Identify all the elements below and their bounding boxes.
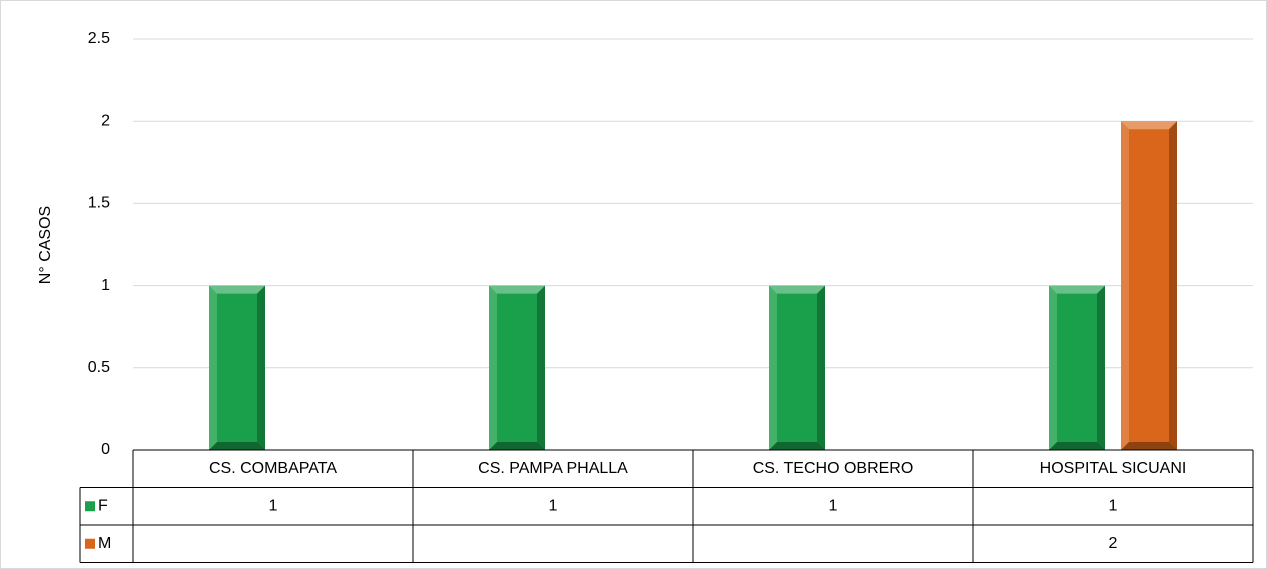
y-axis-label: N° CASOS (37, 206, 54, 284)
bar (1121, 121, 1177, 450)
bar (489, 285, 545, 450)
legend-label: F (98, 497, 108, 514)
x-tick-label: HOSPITAL SICUANI (1040, 460, 1187, 477)
y-tick-label: 1 (101, 277, 110, 294)
legend-swatch (85, 538, 95, 549)
bar-bevel (209, 285, 217, 450)
bar-bevel (489, 442, 545, 450)
bar-bevel (1049, 442, 1105, 450)
bar-bevel (209, 285, 265, 294)
bar (769, 285, 825, 450)
bar-bevel (769, 285, 777, 450)
legend-label: M (98, 535, 111, 552)
bar-bevel (817, 285, 825, 450)
table-value: 2 (1109, 535, 1118, 552)
bar-bevel (1049, 285, 1105, 294)
x-tick-label: CS. COMBAPATA (209, 460, 337, 477)
bar-bevel (1049, 285, 1057, 450)
bar-bevel (489, 285, 545, 294)
y-tick-label: 1.5 (88, 195, 110, 212)
table-value: 1 (829, 497, 838, 514)
bar-bevel (1121, 121, 1129, 450)
bar-bevel (769, 442, 825, 450)
bar-bevel (1121, 121, 1177, 130)
x-tick-label: CS. TECHO OBRERO (753, 460, 914, 477)
bar (1049, 285, 1105, 450)
y-tick-label: 2 (101, 112, 110, 129)
table-value: 1 (1109, 497, 1118, 514)
bar-bevel (257, 285, 265, 450)
bar (209, 285, 265, 450)
bar-bevel (489, 285, 497, 450)
bar-bevel (537, 285, 545, 450)
bar-bevel (1169, 121, 1177, 450)
legend-swatch (85, 501, 95, 512)
bar-bevel (209, 442, 265, 450)
y-tick-label: 0 (101, 441, 110, 458)
table-value: 1 (549, 497, 558, 514)
y-tick-label: 2.5 (88, 30, 110, 47)
bar-bevel (1121, 442, 1177, 450)
y-tick-label: 0.5 (88, 359, 110, 376)
table-value: 1 (269, 497, 278, 514)
bar-bevel (1097, 285, 1105, 450)
bar-bevel (769, 285, 825, 294)
x-tick-label: CS. PAMPA PHALLA (478, 460, 628, 477)
